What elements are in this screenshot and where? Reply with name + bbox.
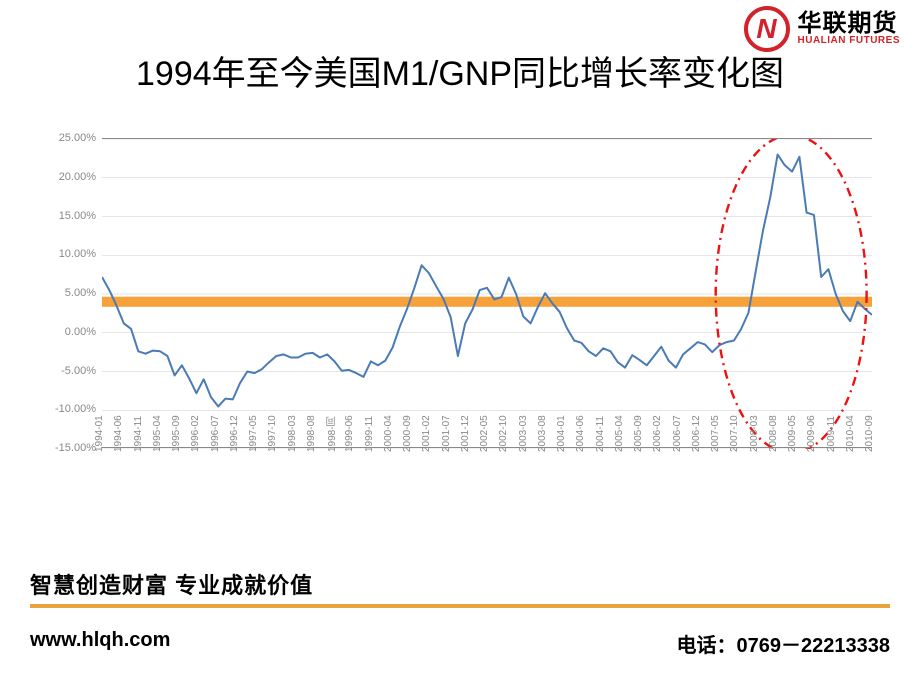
x-tick-label: 2000-09 (402, 415, 414, 452)
x-tick-label: 2006-02 (652, 415, 664, 452)
phone: 电话：0769－22213338 (677, 629, 890, 658)
x-tick-label: 2005-04 (614, 415, 626, 452)
x-tick-label: 2007-10 (729, 415, 741, 452)
x-tick-label: 2001-12 (460, 415, 472, 452)
logo-text: 华联期货 HUALIAN FUTURES (798, 12, 901, 46)
x-tick-label: 2000-04 (383, 415, 395, 452)
contact-row: www.hlqh.com 电话：0769－22213338 (30, 629, 890, 658)
x-tick-label: 2009-11 (826, 416, 838, 452)
y-tick-label: 0.00% (65, 326, 96, 338)
x-tick-label: 2010-04 (845, 415, 857, 452)
x-tick-label: 1996-12 (229, 415, 241, 452)
x-tick-label: 1996-02 (190, 415, 202, 452)
x-tick-label: 2003-08 (537, 415, 549, 452)
x-tick-label: 1998-03 (287, 415, 299, 452)
x-tick-label: 2006-07 (672, 415, 684, 452)
tagline: 智慧创造财富 专业成就价值 (30, 568, 890, 600)
x-tick-label: 2006-12 (691, 415, 703, 452)
x-tick-label: 2002-05 (479, 415, 491, 452)
x-tick-label: 1999-11 (364, 416, 376, 452)
growth-chart: 25.00% 20.00% 15.00% 10.00% 5.00% 0.00% -5.00%… (40, 130, 880, 510)
x-tick-label: 1999-06 (344, 415, 356, 452)
logo-glyph: N (756, 13, 776, 45)
x-tick-label: 1995-09 (171, 415, 183, 452)
x-tick-label: 2003-03 (518, 415, 530, 452)
x-tick-label: 2002-10 (498, 415, 510, 452)
x-tick-label: 1997-05 (248, 415, 260, 452)
x-tick-label: 2008-03 (749, 415, 761, 452)
x-tick-label: 2010-09 (864, 415, 876, 452)
x-tick-label: 1994-01 (94, 415, 106, 452)
y-tick-label: 10.00% (59, 248, 96, 260)
x-tick-label: 1996-07 (210, 415, 222, 452)
website: www.hlqh.com (30, 629, 170, 658)
x-tick-label: 2009-05 (787, 415, 799, 452)
x-tick-label: 1998-同 (325, 416, 337, 452)
x-tick-label: 2008-08 (768, 415, 780, 452)
y-tick-label: 15.00% (59, 210, 96, 222)
x-tick-label: 2005-09 (633, 415, 645, 452)
footer-divider: 智慧创造财富 专业成就价值 (30, 568, 890, 608)
plot-area (102, 138, 872, 448)
x-tick-label: 2007-05 (710, 415, 722, 452)
x-tick-label: 2009-06 (806, 415, 818, 452)
y-tick-label: -5.00% (61, 365, 96, 377)
y-axis-labels: 25.00%20.00%15.00%10.00%5.00%0.00%-5.00%… (40, 138, 100, 448)
y-tick-label: 20.00% (59, 171, 96, 183)
x-axis-labels: 1994-011994-061994-111995-041995-091996-… (102, 452, 872, 512)
x-tick-label: 2001-07 (441, 415, 453, 452)
y-tick-label: 25.00% (59, 132, 96, 144)
x-tick-label: 1994-06 (113, 415, 125, 452)
x-tick-label: 1997-10 (267, 415, 279, 452)
y-tick-label: 5.00% (65, 287, 96, 299)
x-tick-label: 2001-02 (421, 415, 433, 452)
x-tick-label: 1995-04 (152, 415, 164, 452)
x-tick-label: 1994-11 (133, 416, 145, 452)
x-tick-label: 2004-11 (595, 416, 607, 452)
x-tick-label: 2004-06 (575, 415, 587, 452)
y-tick-label: -10.00% (55, 403, 96, 415)
page-title: 1994年至今美国M1/GNP同比增长率变化图 (60, 46, 860, 95)
logo-en: HUALIAN FUTURES (798, 36, 901, 46)
y-tick-label: -15.00% (55, 442, 96, 454)
x-tick-label: 2004-01 (556, 415, 568, 452)
x-tick-label: 1998-08 (306, 415, 318, 452)
logo-cn: 华联期货 (798, 12, 901, 36)
